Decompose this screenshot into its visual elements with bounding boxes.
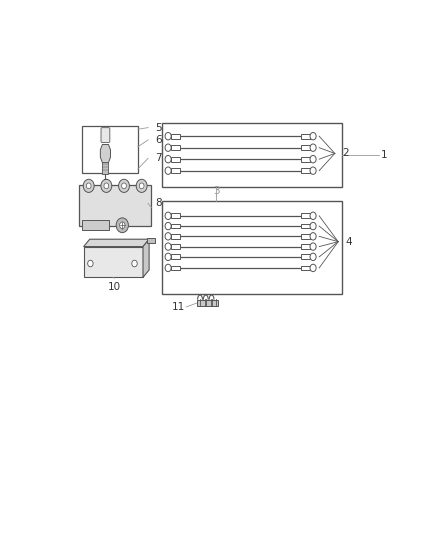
Text: 3: 3 bbox=[213, 186, 219, 196]
Circle shape bbox=[310, 253, 316, 261]
Circle shape bbox=[165, 167, 171, 174]
Bar bbox=[78, 185, 152, 226]
Text: 4: 4 bbox=[346, 238, 352, 247]
Circle shape bbox=[83, 179, 94, 192]
Bar bbox=[102, 161, 109, 174]
Circle shape bbox=[310, 144, 316, 151]
Circle shape bbox=[165, 222, 171, 230]
Circle shape bbox=[310, 264, 316, 272]
Bar bbox=[162, 124, 342, 187]
FancyBboxPatch shape bbox=[171, 213, 180, 218]
FancyBboxPatch shape bbox=[171, 265, 180, 270]
Circle shape bbox=[310, 212, 316, 220]
Circle shape bbox=[310, 222, 316, 230]
FancyBboxPatch shape bbox=[301, 146, 310, 150]
Bar bbox=[84, 247, 143, 277]
Circle shape bbox=[165, 156, 171, 163]
FancyBboxPatch shape bbox=[171, 146, 180, 150]
Bar bbox=[82, 220, 109, 230]
FancyBboxPatch shape bbox=[301, 168, 310, 173]
Polygon shape bbox=[143, 239, 149, 277]
Text: 7: 7 bbox=[155, 154, 162, 163]
Polygon shape bbox=[84, 239, 149, 247]
Text: 5: 5 bbox=[155, 123, 162, 133]
Circle shape bbox=[122, 183, 127, 189]
Circle shape bbox=[310, 133, 316, 140]
Circle shape bbox=[116, 218, 128, 232]
Circle shape bbox=[165, 144, 171, 151]
Circle shape bbox=[165, 253, 171, 261]
Circle shape bbox=[310, 167, 316, 174]
FancyBboxPatch shape bbox=[301, 234, 310, 239]
Bar bbox=[82, 125, 138, 173]
FancyBboxPatch shape bbox=[301, 213, 310, 218]
FancyBboxPatch shape bbox=[171, 234, 180, 239]
Circle shape bbox=[119, 179, 130, 192]
FancyBboxPatch shape bbox=[171, 244, 180, 249]
Circle shape bbox=[165, 133, 171, 140]
FancyBboxPatch shape bbox=[171, 224, 180, 229]
Circle shape bbox=[101, 179, 112, 192]
Circle shape bbox=[310, 232, 316, 240]
FancyBboxPatch shape bbox=[171, 157, 180, 161]
Circle shape bbox=[165, 243, 171, 251]
FancyBboxPatch shape bbox=[301, 254, 310, 259]
Circle shape bbox=[88, 260, 93, 267]
Circle shape bbox=[86, 183, 91, 189]
Circle shape bbox=[165, 232, 171, 240]
Circle shape bbox=[310, 156, 316, 163]
Text: 11: 11 bbox=[172, 302, 185, 312]
FancyBboxPatch shape bbox=[301, 265, 310, 270]
Text: 8: 8 bbox=[155, 198, 162, 208]
Circle shape bbox=[165, 212, 171, 220]
FancyBboxPatch shape bbox=[101, 128, 110, 142]
Text: 6: 6 bbox=[155, 135, 162, 145]
Circle shape bbox=[120, 222, 125, 229]
FancyBboxPatch shape bbox=[171, 134, 180, 139]
Circle shape bbox=[104, 183, 109, 189]
Bar bbox=[162, 201, 342, 294]
FancyBboxPatch shape bbox=[171, 168, 180, 173]
Circle shape bbox=[132, 260, 137, 267]
Circle shape bbox=[136, 179, 147, 192]
Circle shape bbox=[139, 183, 144, 189]
Circle shape bbox=[165, 264, 171, 272]
Polygon shape bbox=[100, 144, 110, 163]
FancyBboxPatch shape bbox=[301, 224, 310, 229]
FancyBboxPatch shape bbox=[171, 254, 180, 259]
FancyBboxPatch shape bbox=[301, 134, 310, 139]
Text: 2: 2 bbox=[343, 148, 349, 158]
Text: 10: 10 bbox=[108, 282, 121, 292]
Bar bbox=[197, 300, 218, 306]
Text: 1: 1 bbox=[381, 150, 387, 160]
FancyBboxPatch shape bbox=[301, 157, 310, 161]
Bar bbox=[148, 238, 155, 243]
FancyBboxPatch shape bbox=[301, 244, 310, 249]
Circle shape bbox=[310, 243, 316, 251]
